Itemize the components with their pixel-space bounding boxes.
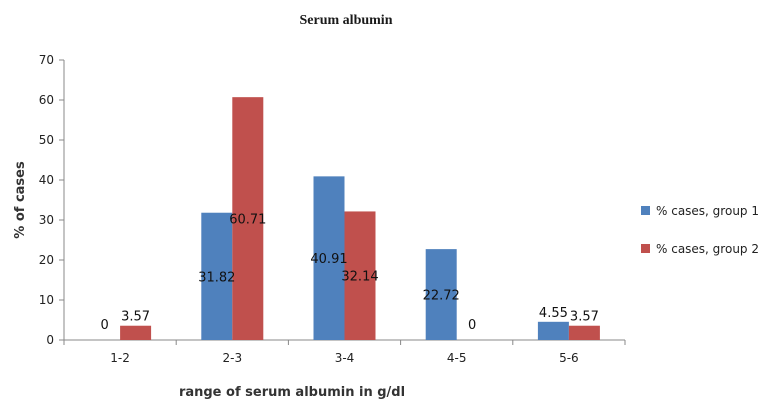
data-label: 3.57 [121, 310, 150, 325]
bar-2-5-6 [568, 325, 600, 340]
x-tick-label: 1-2 [110, 351, 130, 365]
data-label: 32.14 [341, 270, 378, 285]
legend-label-2: % cases, group 2 [656, 242, 759, 256]
x-axis-label: range of serum albumin in g/dl [179, 385, 405, 400]
data-label: 40.91 [310, 252, 347, 267]
bar-2-2-3 [232, 97, 264, 340]
data-label: 60.71 [229, 213, 266, 228]
y-tick-label: 40 [39, 173, 54, 187]
bar-1-2-3 [201, 212, 233, 340]
x-tick-label: 5-6 [559, 351, 579, 365]
data-label: 31.82 [198, 270, 235, 285]
legend-label-1: % cases, group 1 [656, 204, 759, 218]
x-tick-label: 4-5 [447, 351, 467, 365]
bar-1-5-6 [537, 321, 569, 340]
data-label: 22.72 [423, 289, 460, 304]
y-tick-label: 10 [39, 293, 54, 307]
bar-1-3-4 [313, 176, 345, 340]
data-label: 0 [100, 318, 108, 333]
y-axis-label: % of cases [13, 161, 28, 239]
plot-area: 0 10 20 30 40 50 60 70 1-2 2-3 3-4 4-5 5-6 0 31.82 40.9… [39, 53, 626, 365]
data-label: 3.57 [570, 310, 599, 325]
bar-2-1-2 [120, 325, 152, 340]
data-label: 4.55 [539, 306, 568, 321]
y-tick-label: 20 [39, 253, 54, 267]
y-tick-label: 0 [46, 333, 54, 347]
legend-swatch-2 [641, 244, 650, 253]
y-tick-label: 50 [39, 133, 54, 147]
legend-swatch-1 [641, 206, 650, 215]
chart-title: Serum albumin [300, 13, 393, 28]
y-tick-label: 60 [39, 93, 54, 107]
x-tick-label: 2-3 [222, 351, 242, 365]
x-tick-label: 3-4 [335, 351, 355, 365]
y-tick-label: 70 [39, 53, 54, 67]
bar-1-4-5 [425, 249, 457, 340]
bar-2-3-4 [344, 211, 376, 340]
legend: % cases, group 1 % cases, group 2 [641, 204, 759, 256]
data-label: 0 [468, 318, 476, 333]
y-tick-label: 30 [39, 213, 54, 227]
